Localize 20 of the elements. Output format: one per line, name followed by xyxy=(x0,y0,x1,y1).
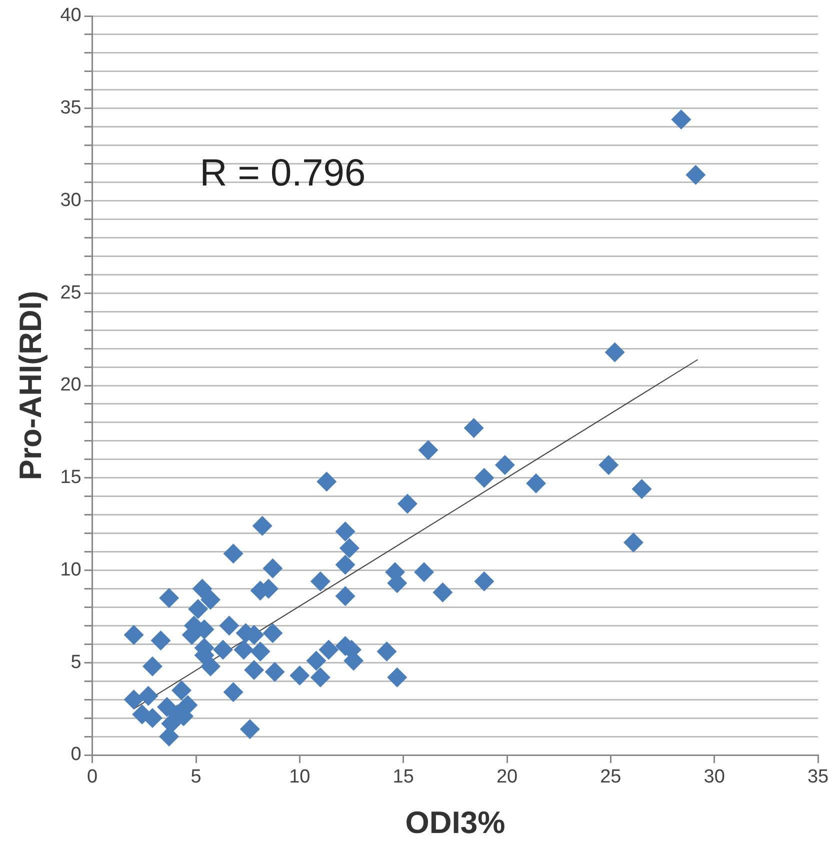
x-tick-label: 30 xyxy=(704,766,725,788)
x-tick-label: 20 xyxy=(496,766,518,788)
y-tick-label: 25 xyxy=(60,282,82,304)
y-tick-label: 15 xyxy=(60,467,82,488)
y-tick-label: 35 xyxy=(60,98,82,119)
y-tick-label: 20 xyxy=(60,374,82,396)
x-tick-label: 5 xyxy=(190,766,202,788)
y-tick-label: 0 xyxy=(70,744,82,766)
y-tick-label: 5 xyxy=(70,652,82,673)
y-tick-label: 10 xyxy=(60,559,82,580)
x-tick-label: 25 xyxy=(600,766,622,788)
y-axis-title: Pro-AHI(RDI) xyxy=(13,290,48,480)
annotation: R = 0.796 xyxy=(200,152,366,194)
y-tick-label: 30 xyxy=(60,190,82,211)
x-axis-title: ODI3% xyxy=(405,804,506,840)
x-tick-label: 35 xyxy=(807,766,829,788)
x-tick-label: 15 xyxy=(392,766,414,788)
x-tick-label: 10 xyxy=(289,766,310,788)
x-tick-label: 0 xyxy=(87,766,98,788)
y-tick-label: 40 xyxy=(60,5,82,26)
